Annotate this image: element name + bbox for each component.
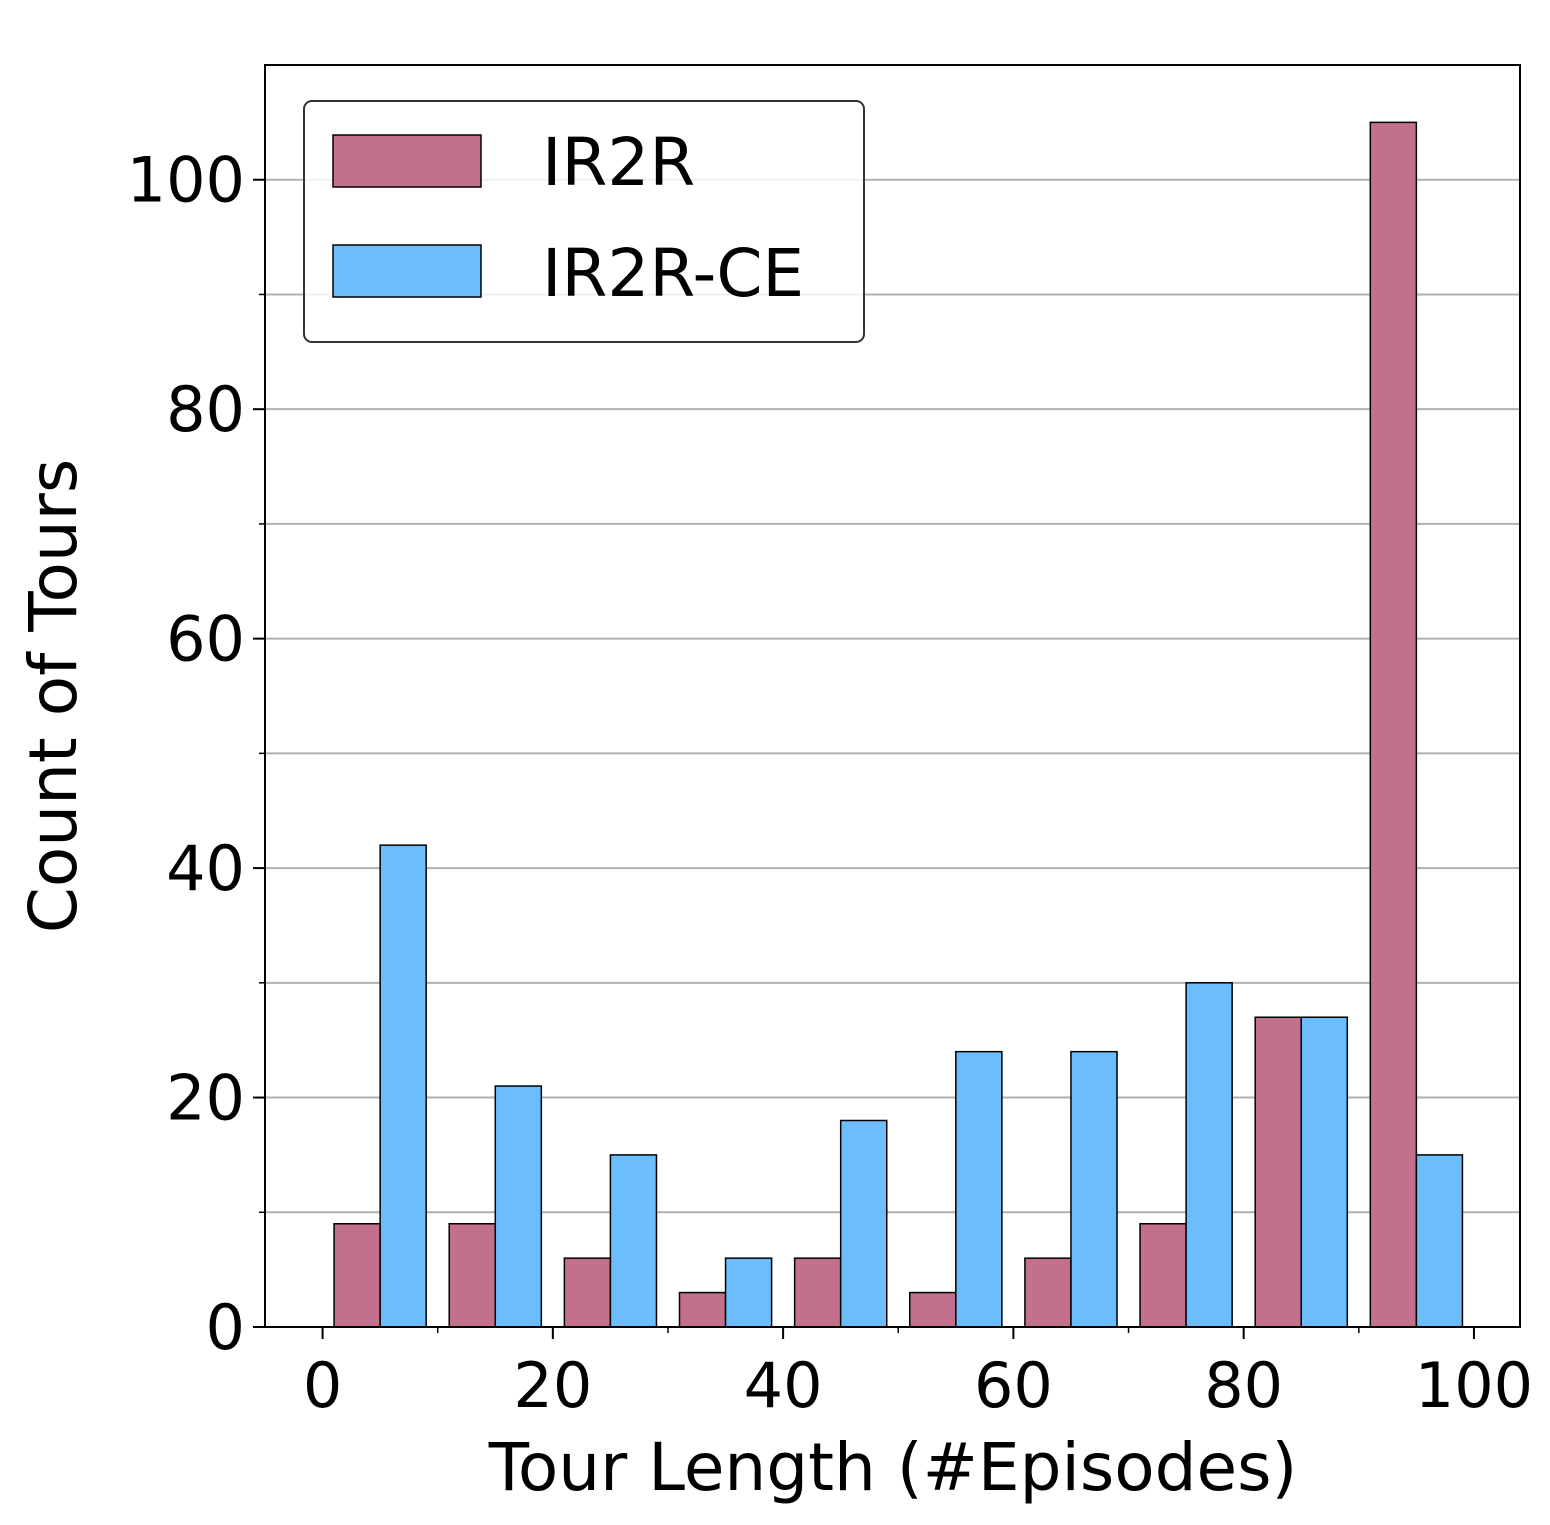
- bar-ir2r-ce: [609, 1154, 658, 1328]
- bar-ir2r-ce: [955, 1050, 1003, 1328]
- bar-ir2r-ce: [724, 1257, 773, 1328]
- x-tick-label: 60: [974, 1349, 1053, 1422]
- bar-ir2r-ce: [379, 844, 427, 1328]
- x-tick-label: 80: [1204, 1349, 1283, 1422]
- bar-ir2r-ce: [1415, 1154, 1464, 1328]
- legend-label-ir2r: IR2R: [542, 124, 695, 201]
- axis-ticks: 0 20 40 60 80 100 0 20 40 60 80 100: [127, 144, 1533, 1422]
- legend: IR2R IR2R-CE: [303, 100, 865, 343]
- bar-ir2r: [333, 1222, 381, 1328]
- x-tick-label: 100: [1415, 1349, 1533, 1422]
- bar-ir2r: [563, 1257, 612, 1328]
- bar-ir2r-ce: [494, 1085, 543, 1328]
- plot-frame: [264, 64, 1521, 1328]
- y-tick-label: 60: [166, 603, 245, 676]
- bar-ir2r: [1139, 1222, 1187, 1328]
- bar-ir2r: [909, 1291, 957, 1328]
- grid-lines: [265, 178, 1520, 1214]
- x-tick-label: 0: [303, 1349, 342, 1422]
- bar-ir2r-ce: [1300, 1016, 1349, 1328]
- y-tick-label: 80: [166, 373, 245, 446]
- x-tick-label: 40: [744, 1349, 823, 1422]
- legend-swatch-ir2r-ce: [332, 244, 482, 298]
- bar-ir2r-ce: [1185, 982, 1233, 1328]
- bar-ir2r: [1024, 1257, 1072, 1328]
- bars: [333, 121, 1464, 1328]
- y-tick-label: 100: [127, 144, 245, 217]
- bar-ir2r-ce: [839, 1119, 888, 1328]
- legend-swatch-ir2r: [332, 134, 482, 188]
- y-tick-label: 20: [166, 1062, 245, 1135]
- y-axis-title: Count of Tours: [15, 459, 92, 933]
- y-tick-label: 0: [206, 1291, 245, 1364]
- bar-ir2r: [448, 1222, 497, 1328]
- x-tick-label: 20: [513, 1349, 592, 1422]
- y-tick-label: 40: [166, 832, 245, 905]
- bar-ir2r-ce: [1070, 1050, 1118, 1328]
- bar-ir2r: [1369, 121, 1418, 1328]
- legend-label-ir2r-ce: IR2R-CE: [542, 235, 804, 312]
- x-axis-title: Tour Length (#Episodes): [488, 1429, 1297, 1506]
- bar-ir2r: [793, 1257, 842, 1328]
- bar-ir2r: [678, 1291, 727, 1328]
- bar-ir2r: [1254, 1016, 1302, 1328]
